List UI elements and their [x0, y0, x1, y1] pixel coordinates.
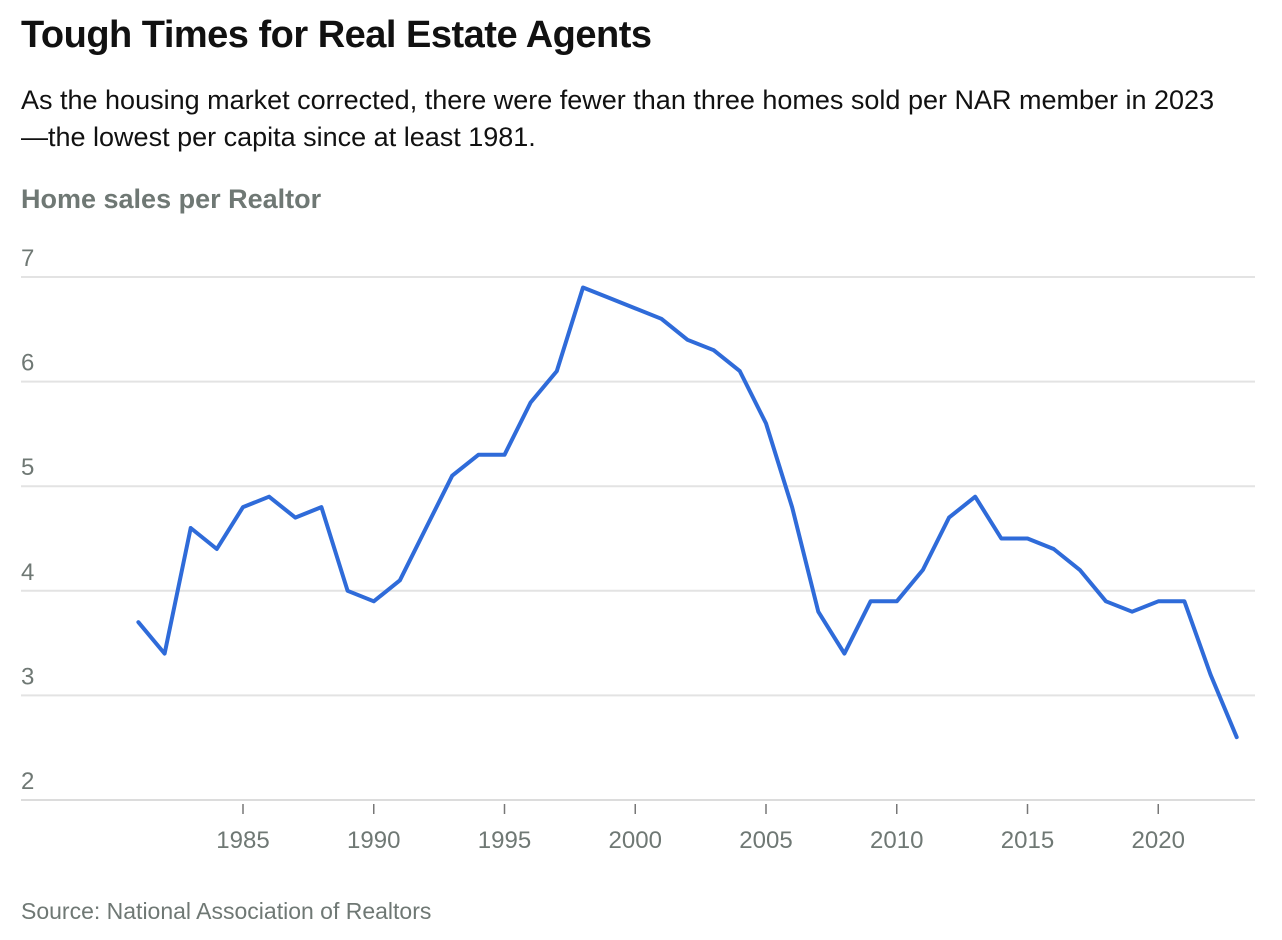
series-layer [136, 285, 1239, 740]
series-line [136, 285, 1239, 740]
x-tick-label: 2015 [1001, 827, 1054, 854]
y-tick-label: 6 [21, 350, 34, 377]
y-tick-label: 5 [21, 454, 34, 481]
chart-subtitle: As the housing market corrected, there w… [21, 85, 1215, 152]
y-axis-labels: 2 3 4 5 6 7 [21, 245, 34, 795]
chart-title: Tough Times for Real Estate Agents [21, 14, 652, 56]
y-tick-label: 7 [21, 245, 34, 272]
x-tick-label: 1985 [216, 827, 269, 854]
x-tick-label: 2005 [739, 827, 792, 854]
x-tick-label: 1990 [347, 827, 400, 854]
y-axis-title: Home sales per Realtor [21, 184, 322, 214]
x-axis: 1985 1990 1995 2000 2005 2010 2015 2020 [216, 804, 1185, 854]
y-tick-label: 4 [21, 559, 34, 586]
gridlines [21, 276, 1255, 801]
x-tick-label: 2020 [1132, 827, 1185, 854]
y-tick-label: 2 [21, 768, 34, 795]
y-tick-label: 3 [21, 663, 34, 690]
x-tick-label: 2000 [609, 827, 662, 854]
source-note: Source: National Association of Realtors [21, 898, 432, 924]
x-tick-label: 2010 [870, 827, 923, 854]
x-tick-label: 1995 [478, 827, 531, 854]
